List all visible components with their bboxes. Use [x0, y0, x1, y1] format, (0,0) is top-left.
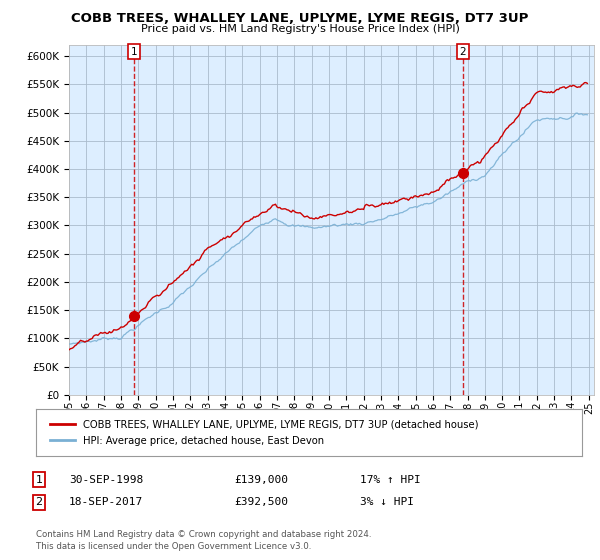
Text: 17% ↑ HPI: 17% ↑ HPI — [360, 475, 421, 485]
Text: £392,500: £392,500 — [234, 497, 288, 507]
Text: 30-SEP-1998: 30-SEP-1998 — [69, 475, 143, 485]
Text: 18-SEP-2017: 18-SEP-2017 — [69, 497, 143, 507]
Text: £139,000: £139,000 — [234, 475, 288, 485]
Text: 2: 2 — [35, 497, 43, 507]
Text: Price paid vs. HM Land Registry's House Price Index (HPI): Price paid vs. HM Land Registry's House … — [140, 24, 460, 34]
Text: 1: 1 — [35, 475, 43, 485]
Text: COBB TREES, WHALLEY LANE, UPLYME, LYME REGIS, DT7 3UP: COBB TREES, WHALLEY LANE, UPLYME, LYME R… — [71, 12, 529, 25]
Text: 1: 1 — [131, 46, 137, 57]
Text: 2: 2 — [460, 46, 466, 57]
Text: 3% ↓ HPI: 3% ↓ HPI — [360, 497, 414, 507]
Legend: COBB TREES, WHALLEY LANE, UPLYME, LYME REGIS, DT7 3UP (detached house), HPI: Ave: COBB TREES, WHALLEY LANE, UPLYME, LYME R… — [46, 416, 483, 450]
Text: Contains HM Land Registry data © Crown copyright and database right 2024.: Contains HM Land Registry data © Crown c… — [36, 530, 371, 539]
Text: This data is licensed under the Open Government Licence v3.0.: This data is licensed under the Open Gov… — [36, 542, 311, 550]
